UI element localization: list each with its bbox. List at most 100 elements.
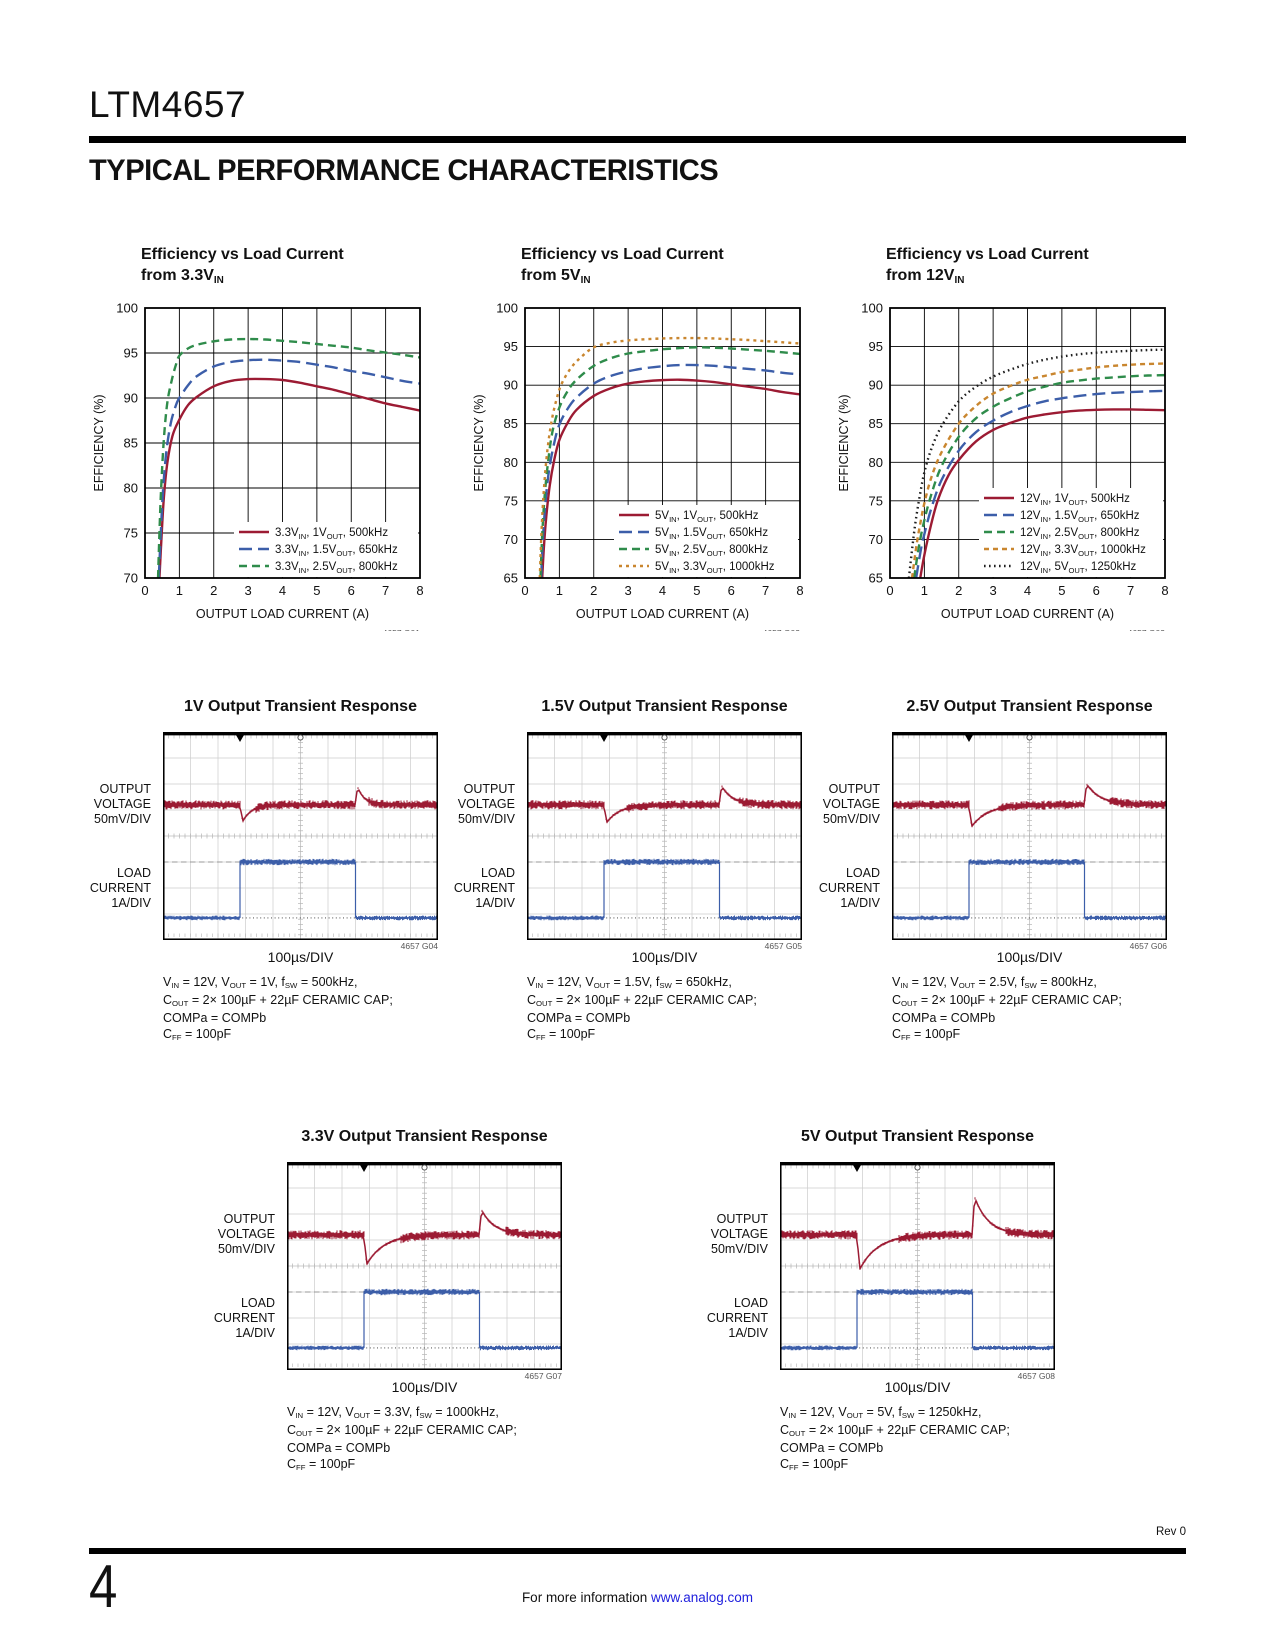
legend: 12VIN, 1VOUT, 500kHz 12VIN, 1.5VOUT, 650k… — [979, 488, 1163, 577]
part-number: LTM4657 — [89, 84, 247, 125]
series-line — [910, 362, 1165, 578]
svg-text:5: 5 — [693, 583, 700, 598]
series-line — [919, 408, 1165, 578]
svg-text:4: 4 — [659, 583, 666, 598]
time-per-div-label: 100µs/DIV — [391, 1379, 458, 1395]
svg-text:0: 0 — [521, 583, 528, 598]
figure-id: 4657 G04 — [400, 941, 438, 951]
voltage-trace-core — [527, 787, 801, 823]
svg-text:80: 80 — [504, 455, 518, 470]
plot-area: 3.3VIN, 1VOUT, 500kHz 3.3VIN, 1.5VOUT, 65… — [92, 301, 424, 632]
scope-chart-3v3: 3.3V Output Transient Response OUTPUT VOL… — [177, 1128, 597, 1474]
svg-text:80: 80 — [869, 455, 883, 470]
figure-id: 4657 G03 — [1128, 628, 1166, 631]
condition-line: CFF = 100pF — [287, 1457, 356, 1473]
line-chart: 3.3VIN, 1VOUT, 500kHz 3.3VIN, 1.5VOUT, 65… — [92, 301, 424, 632]
svg-text:8: 8 — [796, 583, 803, 598]
current-scale-label: LOAD CURRENT 1A/DIV — [213, 1296, 275, 1340]
condition-line: CFF = 100pF — [892, 1027, 961, 1043]
condition-line: COUT = 2× 100µF + 22µF CERAMIC CAP; — [892, 993, 1122, 1009]
svg-text:8: 8 — [416, 583, 423, 598]
header-rule — [89, 136, 1186, 143]
svg-text:95: 95 — [869, 339, 883, 354]
scope-axis-labels: OUTPUT VOLTAGE 50mV/DIV LOAD CURRENT 1A/DIV — [670, 1162, 768, 1370]
svg-text:80: 80 — [124, 481, 138, 496]
condition-line: VIN = 12V, VOUT = 5V, fSW = 1250kHz, — [780, 1405, 982, 1421]
condition-line: CFF = 100pF — [527, 1027, 596, 1043]
svg-text:100: 100 — [861, 301, 883, 316]
series-line — [914, 389, 1165, 578]
plot-border — [889, 307, 1166, 579]
scope-grid — [780, 1162, 1055, 1370]
svg-text:65: 65 — [504, 571, 518, 586]
svg-text:2: 2 — [210, 583, 217, 598]
figure-id: 4657 G07 — [524, 1371, 562, 1381]
svg-text:2: 2 — [955, 583, 962, 598]
center-marker-icon — [297, 734, 304, 741]
section-title: TYPICAL PERFORMANCE CHARACTERISTICS — [89, 154, 719, 187]
trigger-marker-icon — [965, 735, 973, 742]
test-conditions: VIN = 12V, VOUT = 5V, fSW = 1250kHz, COUT… — [780, 1404, 1090, 1474]
oscilloscope-plot — [287, 1162, 562, 1370]
chart-title: 1V Output Transient Response — [184, 698, 417, 715]
trigger-marker-icon — [236, 735, 244, 742]
condition-line: COUT = 2× 100µF + 22µF CERAMIC CAP; — [527, 993, 757, 1009]
efficiency-chart-3v3-in: Efficiency vs Load Current from 3.3VIN 3.… — [89, 244, 434, 631]
legend: 3.3VIN, 1VOUT, 500kHz 3.3VIN, 1.5VOUT, 65… — [234, 522, 418, 577]
voltage-scale-label: OUTPUT VOLTAGE 50mV/DIV — [710, 1212, 768, 1256]
svg-text:5VIN, 3.3VOUT, 1000kHz: 5VIN, 3.3VOUT, 1000kHz — [655, 561, 775, 575]
condition-line: VIN = 12V, VOUT = 3.3V, fSW = 1000kHz, — [287, 1405, 499, 1421]
svg-text:6: 6 — [348, 583, 355, 598]
series-line — [156, 337, 420, 578]
svg-text:12VIN, 5VOUT, 1250kHz: 12VIN, 5VOUT, 1250kHz — [1020, 561, 1137, 575]
test-conditions: VIN = 12V, VOUT = 1.5V, fSW = 650kHz, COU… — [527, 974, 837, 1044]
svg-text:12VIN, 1.5VOUT, 650kHz: 12VIN, 1.5VOUT, 650kHz — [1020, 510, 1140, 524]
center-marker-icon — [914, 1164, 921, 1171]
chart-title: 1.5V Output Transient Response — [541, 698, 788, 715]
analog-website-link[interactable]: www.analog.com — [650, 1590, 754, 1605]
svg-text:95: 95 — [124, 346, 138, 361]
svg-text:90: 90 — [869, 378, 883, 393]
y-axis-title: EFFICIENCY (%) — [837, 395, 851, 492]
plot-border — [524, 307, 801, 579]
svg-text:100: 100 — [496, 301, 518, 316]
center-marker-icon — [421, 1164, 428, 1171]
svg-text:5VIN, 1VOUT, 500kHz: 5VIN, 1VOUT, 500kHz — [655, 510, 759, 524]
condition-line: COMPa = COMPb — [527, 1011, 631, 1025]
page-number: 4 — [89, 1553, 118, 1620]
test-conditions: VIN = 12V, VOUT = 2.5V, fSW = 800kHz, COU… — [892, 974, 1202, 1044]
scope-grid — [163, 732, 438, 940]
series-group — [538, 336, 800, 578]
chart-title: Efficiency vs Load Current from 3.3VIN — [141, 246, 344, 286]
svg-text:5VIN, 2.5VOUT, 800kHz: 5VIN, 2.5VOUT, 800kHz — [655, 544, 768, 558]
time-per-div-label: 100µs/DIV — [267, 949, 334, 965]
chart-title: 3.3V Output Transient Response — [301, 1128, 548, 1145]
center-marker-icon — [661, 734, 668, 741]
scope-axis-labels: OUTPUT VOLTAGE 50mV/DIV LOAD CURRENT 1A/DIV — [782, 732, 880, 940]
svg-text:12VIN, 3.3VOUT, 1000kHz: 12VIN, 3.3VOUT, 1000kHz — [1020, 544, 1146, 558]
svg-text:3: 3 — [625, 583, 632, 598]
footer-rule — [89, 1548, 1186, 1554]
axis-tick-labels: 0 1 2 3 4 5 6 7 8 70 75 80 85 90 95 100 — [116, 301, 423, 599]
footer-info: For more information www.analog.com — [0, 1590, 1275, 1605]
voltage-scale-label: OUTPUT VOLTAGE 50mV/DIV — [93, 782, 151, 826]
voltage-trace-core — [892, 785, 1166, 827]
grid — [144, 307, 421, 579]
svg-text:5VIN, 1.5VOUT, 650kHz: 5VIN, 1.5VOUT, 650kHz — [655, 527, 768, 541]
figure-id: 4657 G02 — [763, 628, 801, 631]
svg-text:75: 75 — [124, 526, 138, 541]
condition-line: CFF = 100pF — [780, 1457, 849, 1473]
trigger-marker-icon — [360, 1165, 368, 1172]
chart-title: 2.5V Output Transient Response — [906, 698, 1153, 715]
svg-text:75: 75 — [504, 493, 518, 508]
series-group — [156, 337, 420, 578]
oscilloscope-plot — [892, 732, 1167, 940]
condition-line: CFF = 100pF — [163, 1027, 232, 1043]
efficiency-chart-12v-in: Efficiency vs Load Current from 12VIN 12V… — [834, 244, 1179, 631]
series-line — [539, 363, 800, 578]
svg-text:12VIN, 2.5VOUT, 800kHz: 12VIN, 2.5VOUT, 800kHz — [1020, 527, 1140, 541]
time-per-div-label: 100µs/DIV — [996, 949, 1063, 965]
plot-border — [144, 307, 421, 579]
axis-tick-labels: 0 1 2 3 4 5 6 7 8 65 70 75 80 85 90 95 100 — [861, 301, 1168, 599]
condition-line: COMPa = COMPb — [780, 1441, 884, 1455]
